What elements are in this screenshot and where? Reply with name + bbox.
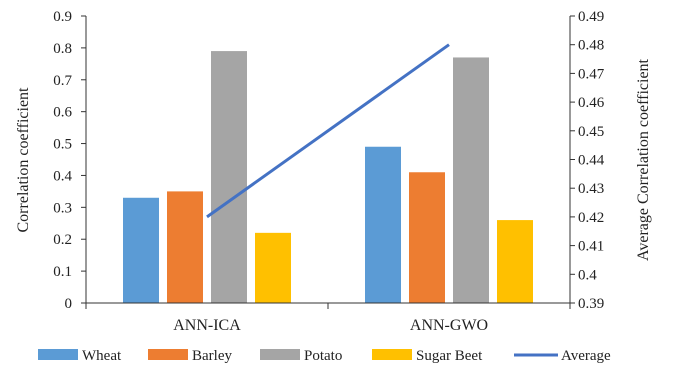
legend-label-potato: Potato <box>304 348 342 364</box>
y2-tick-label: 0.41 <box>578 239 604 255</box>
y-tick-label: 0.6 <box>53 105 72 121</box>
legend-label-average: Average <box>561 348 611 364</box>
y-tick-label: 0.5 <box>53 137 72 153</box>
bar-sugar-beet-ann-ica <box>255 233 291 303</box>
legend-swatch-wheat <box>38 349 78 360</box>
y2-tick-label: 0.47 <box>578 66 605 82</box>
y2-tick-label: 0.39 <box>578 296 604 312</box>
y-tick-label: 0.4 <box>53 168 72 184</box>
y-tick-label: 0 <box>65 296 73 312</box>
y2-tick-label: 0.46 <box>578 95 605 111</box>
bar-sugar-beet-ann-gwo <box>497 220 533 303</box>
legend: Wheat Barley Potato Sugar Beet Average <box>38 348 611 364</box>
y2-tick-label: 0.49 <box>578 9 604 25</box>
legend-label-wheat: Wheat <box>82 348 122 364</box>
x-category-label: ANN-ICA <box>173 317 241 334</box>
bar-barley-ann-gwo <box>409 172 445 303</box>
x-category-label: ANN-GWO <box>410 317 488 334</box>
bar-potato-ann-ica <box>211 51 247 303</box>
bars-layer <box>123 51 533 303</box>
y-tick-label: 0.1 <box>53 264 72 280</box>
legend-swatch-potato <box>260 349 300 360</box>
y-tick-label: 0.9 <box>53 9 72 25</box>
y-tick-label: 0.7 <box>53 73 72 89</box>
y2-tick-label: 0.4 <box>578 267 597 283</box>
y2-tick-label: 0.44 <box>578 153 605 169</box>
bar-wheat-ann-gwo <box>365 147 401 303</box>
bar-barley-ann-ica <box>167 191 203 303</box>
y-tick-label: 0.2 <box>53 232 72 248</box>
legend-swatch-sugar-beet <box>372 349 412 360</box>
legend-swatch-barley <box>148 349 188 360</box>
bar-wheat-ann-ica <box>123 198 159 303</box>
y-tick-label: 0.8 <box>53 41 72 57</box>
legend-label-barley: Barley <box>192 348 232 364</box>
y-axis-title: Correlation coefficient <box>15 87 32 233</box>
y2-axis-title: Average Correlation coefficient <box>635 58 652 261</box>
y-tick-label: 0.3 <box>53 200 72 216</box>
y2-tick-label: 0.42 <box>578 210 604 226</box>
legend-label-sugar-beet: Sugar Beet <box>416 348 483 364</box>
bar-potato-ann-gwo <box>453 57 489 303</box>
y2-tick-label: 0.48 <box>578 38 604 54</box>
y2-tick-label: 0.45 <box>578 124 604 140</box>
y2-tick-label: 0.43 <box>578 181 604 197</box>
